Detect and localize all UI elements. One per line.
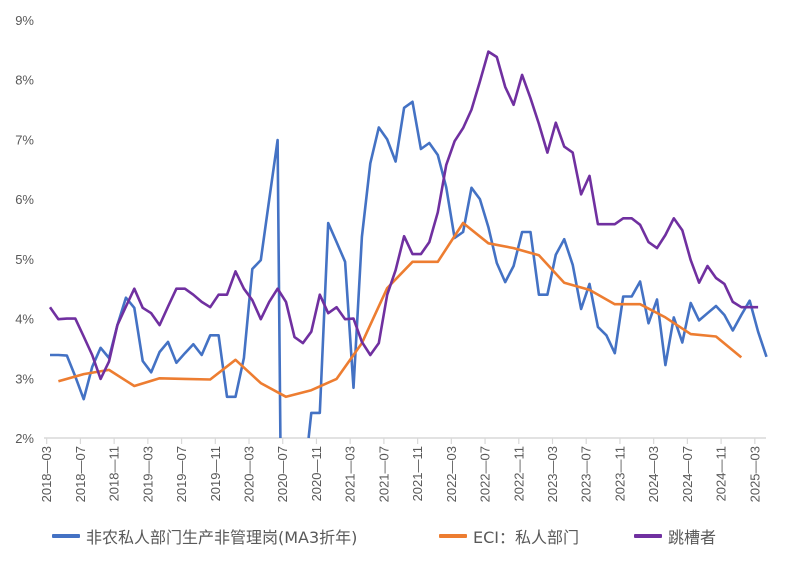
x-tick-label: 2020—03 bbox=[242, 446, 257, 502]
legend-item-nonfarm: 非农私人部门生产非管理岗(MA3折年) bbox=[52, 524, 357, 548]
x-tick-label: 2020—07 bbox=[275, 446, 290, 502]
x-tick-label: 2022—07 bbox=[478, 446, 493, 502]
x-tick-label: 2019—11 bbox=[208, 446, 223, 501]
x-tick-label: 2021—07 bbox=[376, 446, 391, 502]
legend: 非农私人部门生产非管理岗(MA3折年) ECI：私人部门 跳槽者 bbox=[0, 524, 790, 550]
y-tick-label: 5% bbox=[15, 252, 34, 267]
legend-label: 非农私人部门生产非管理岗(MA3折年) bbox=[86, 528, 358, 547]
y-tick-label: 6% bbox=[15, 192, 34, 207]
x-tick-label: 2022—03 bbox=[444, 446, 459, 502]
x-tick-label: 2019—07 bbox=[174, 446, 189, 502]
x-tick-label: 2018—07 bbox=[73, 446, 88, 502]
series-lines bbox=[48, 50, 768, 439]
legend-item-job-switchers: 跳槽者 bbox=[634, 524, 716, 548]
job-switchers-line bbox=[48, 50, 759, 381]
legend-swatch bbox=[634, 534, 662, 538]
legend-label: ECI：私人部门 bbox=[473, 528, 580, 547]
x-tick-label: 2019—03 bbox=[140, 446, 155, 502]
x-tick-label: 2018—03 bbox=[39, 446, 54, 502]
x-tick-label: 2024—03 bbox=[646, 446, 661, 502]
x-tick-label: 2023—07 bbox=[579, 446, 594, 502]
x-tick-label: 2024—11 bbox=[714, 446, 729, 501]
legend-swatch bbox=[439, 534, 467, 538]
y-tick-label: 2% bbox=[15, 431, 34, 446]
nonfarm-private-line bbox=[307, 100, 768, 439]
x-tick-label: 2025—03 bbox=[747, 446, 762, 502]
y-axis: 2% 3% 4% 5% 6% 7% 8% 9% bbox=[15, 13, 34, 446]
x-tick-label: 2023—11 bbox=[612, 446, 627, 501]
x-tick-label: 2023—03 bbox=[545, 446, 560, 502]
legend-label: 跳槽者 bbox=[668, 528, 717, 547]
eci-private-line bbox=[58, 221, 743, 399]
y-tick-label: 9% bbox=[15, 13, 34, 28]
x-tick-label: 2018—11 bbox=[107, 446, 122, 501]
y-tick-label: 7% bbox=[15, 132, 34, 147]
x-axis: 2018—03 2018—07 2018—11 2019—03 2019—07 2019—… bbox=[39, 437, 766, 502]
legend-item-eci: ECI：私人部门 bbox=[439, 524, 579, 548]
y-tick-label: 3% bbox=[15, 371, 34, 386]
nonfarm-private-line bbox=[50, 138, 282, 439]
x-tick-label: 2021—11 bbox=[410, 446, 425, 501]
x-tick-label: 2024—07 bbox=[680, 446, 695, 502]
x-tick-label: 2022—11 bbox=[511, 446, 526, 501]
x-tick-label: 2021—03 bbox=[343, 446, 358, 502]
y-tick-label: 8% bbox=[15, 73, 34, 88]
y-tick-label: 4% bbox=[15, 312, 34, 327]
x-tick-label: 2020—11 bbox=[309, 446, 324, 501]
legend-swatch bbox=[52, 534, 80, 538]
